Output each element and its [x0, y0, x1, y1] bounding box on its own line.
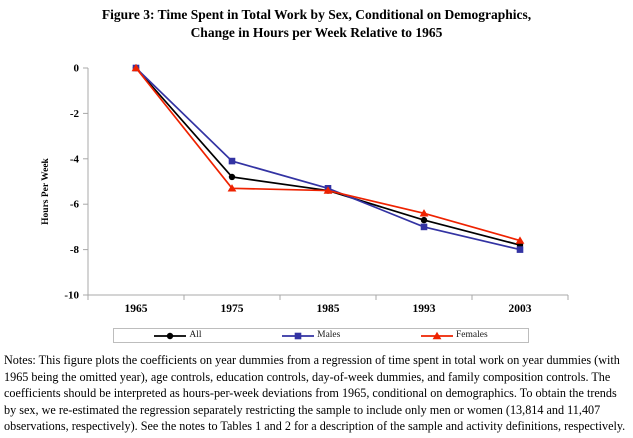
y-tick-label: 0 — [74, 63, 80, 75]
series-marker-all — [228, 173, 236, 181]
legend-label-females: Females — [456, 329, 488, 340]
figure-notes: Notes: This figure plots the coefficient… — [4, 353, 626, 434]
legend-label-males: Males — [317, 329, 341, 340]
legend-marker-females — [432, 331, 442, 339]
circle-marker-icon — [154, 332, 187, 339]
series-marker-females — [227, 184, 237, 192]
series-marker-males — [228, 157, 236, 165]
y-axis-title: Hours Per Week — [41, 157, 51, 224]
x-tick-label: 1985 — [317, 303, 340, 315]
chart-legend: All Males Females — [113, 328, 529, 343]
x-tick-label: 1993 — [413, 303, 436, 315]
series-all — [132, 64, 524, 249]
legend-item-females: Females — [421, 329, 488, 341]
series-line-males — [135, 67, 521, 251]
series-line-all — [135, 67, 521, 246]
figure-title-line1: Figure 3: Time Spent in Total Work by Se… — [101, 7, 532, 22]
series-marker-females — [323, 186, 333, 194]
series-marker-females — [131, 63, 141, 72]
square-marker-icon — [282, 332, 315, 339]
series-marker-all — [420, 216, 428, 224]
series-marker-females — [515, 236, 525, 244]
x-tick-label: 1965 — [125, 303, 148, 315]
legend-item-all: All — [154, 329, 202, 341]
series-females — [131, 63, 525, 244]
series-marker-females — [419, 209, 429, 217]
line-chart: 0 -2 -4 -6 -8 -10 1965 1975 1985 1993 2003 Hours Pe… — [41, 63, 569, 315]
x-tick-label: 2003 — [509, 303, 532, 315]
series-line-females — [135, 67, 521, 242]
x-tick-label: 1975 — [221, 303, 244, 315]
y-tick-label: -8 — [70, 244, 80, 256]
y-tick-label: -4 — [70, 153, 80, 165]
legend-marker-all — [167, 332, 174, 339]
figure-title-line2: Change in Hours per Week Relative to 196… — [190, 25, 443, 40]
legend-label-all: All — [189, 329, 202, 340]
y-tick-label: -10 — [64, 290, 79, 302]
series-marker-males — [516, 246, 524, 253]
legend-item-males: Males — [282, 329, 341, 341]
legend-marker-males — [294, 332, 302, 339]
y-tick-label: -6 — [70, 199, 80, 211]
triangle-marker-icon — [421, 331, 453, 339]
series-marker-males — [420, 223, 428, 231]
figure-title: Figure 3: Time Spent in Total Work by Se… — [0, 6, 633, 42]
y-tick-label: -2 — [70, 108, 80, 120]
